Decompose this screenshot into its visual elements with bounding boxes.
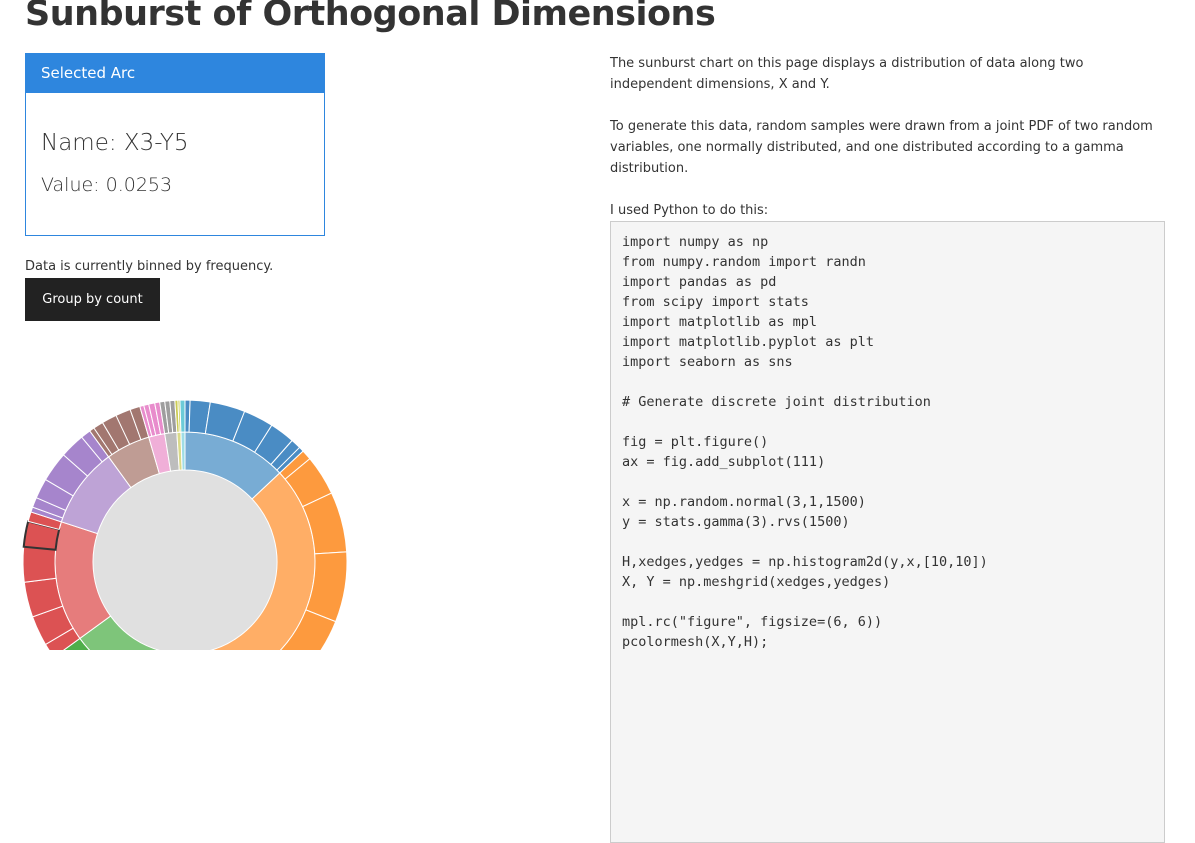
page-body: Sunburst of Orthogonal Dimensions Select… (22, 0, 1165, 843)
code-line: ax = fig.add_subplot(111) (622, 454, 826, 470)
paragraph: To generate this data, random samples we… (610, 119, 1153, 176)
description: The sunburst chart on this page displays… (610, 53, 1165, 843)
code-line: mpl.rc("figure", figsize=(6, 6)) (622, 614, 883, 630)
code-line: import numpy as np (622, 234, 769, 250)
paragraph: I used Python to do this: (610, 203, 769, 218)
outer-arc (179, 399, 186, 433)
code-group: x = np.random.normal(3,1,1500) y = stats.… (622, 492, 1153, 532)
code-line: from scipy import stats (622, 294, 809, 310)
code-line: H,xedges,yedges = np.histogram2d(y,x,[10… (622, 554, 988, 570)
code-line: import matplotlib as mpl (622, 314, 818, 330)
code-group: # Generate discrete joint distribution (622, 392, 1153, 412)
code-group: fig = plt.figure() ax = fig.add_subplot(1… (622, 432, 1153, 472)
code-line: import pandas as pd (622, 274, 777, 290)
code-line: X, Y = np.meshgrid(xedges,yedges) (622, 574, 891, 590)
code-line: import matplotlib.pyplot as plt (622, 334, 874, 350)
code-block: import numpy as np from numpy.random impo… (610, 221, 1165, 843)
group-button[interactable]: Group by count (25, 278, 160, 321)
code-line: x = np.random.normal(3,1,1500) (622, 494, 866, 510)
sunburst-chart (22, 399, 348, 650)
arc-value: Value: 0.0253 (41, 174, 173, 196)
center-disc (93, 470, 277, 650)
page: {"header": {"title": "Sunburst of Orthog… (22, 0, 1165, 843)
paragraph: The sunburst chart on this page displays… (610, 56, 1084, 92)
code-line: from numpy.random import randn (622, 254, 866, 270)
code-line: y = stats.gamma(3).rvs(1500) (622, 514, 850, 530)
selected-arc-panel: Selected Arc Name: X3-Y5 Value: 0.0253 (25, 53, 325, 236)
code-line: # Generate discrete joint distribution (622, 394, 931, 410)
code-group: import numpy as np from numpy.random impo… (622, 232, 1153, 372)
code-group: mpl.rc("figure", figsize=(6, 6)) pcolorme… (622, 612, 1153, 652)
inner-arc (180, 431, 186, 471)
arc-name: Name: X3-Y5 (41, 130, 189, 156)
outer-arc (22, 546, 57, 583)
code-line: pcolormesh(X,Y,H); (622, 634, 769, 650)
code-line: import seaborn as sns (622, 354, 793, 370)
status-text: Data is currently binned by frequency. (25, 259, 274, 274)
page-title: Sunburst of Orthogonal Dimensions (25, 0, 716, 34)
outer-arc (279, 609, 337, 650)
code-group: H,xedges,yedges = np.histogram2d(y,x,[10… (622, 552, 1153, 592)
panel-heading: Selected Arc (26, 54, 324, 93)
code-line: fig = plt.figure() (622, 434, 769, 450)
